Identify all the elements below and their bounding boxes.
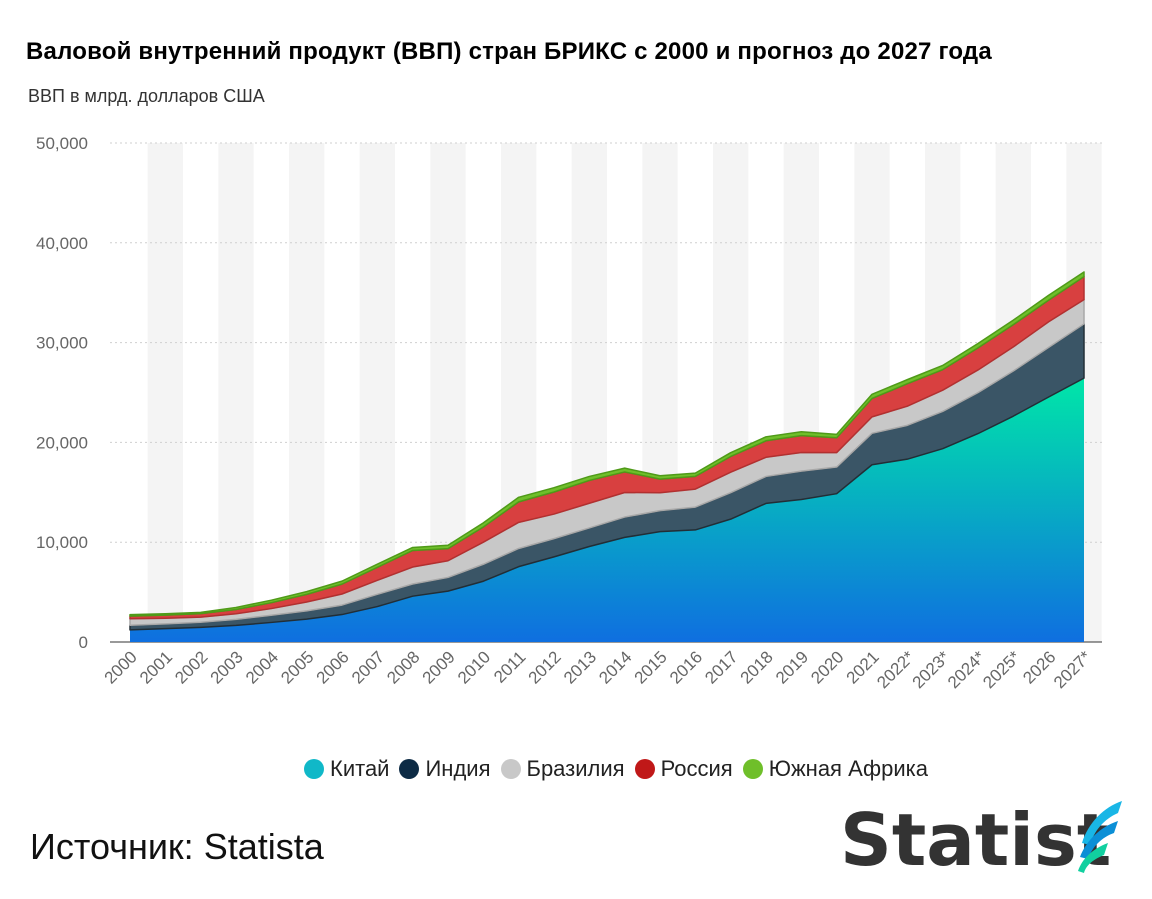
y-axis-ticks: 0 10,000 20,000 30,000 40,000 50,000	[36, 134, 88, 652]
x-tick-label: 2020	[807, 647, 847, 687]
x-tick-label: 2013	[560, 647, 600, 687]
y-tick-label: 40,000	[36, 234, 88, 253]
statista-logo: Statist	[840, 795, 1130, 882]
legend-item[interactable]: Россия	[634, 756, 733, 782]
legend-item[interactable]: Бразилия	[500, 756, 625, 782]
x-tick-label: 2017	[701, 647, 741, 687]
chart-subtitle: ВВП в млрд. долларов США	[28, 86, 265, 106]
x-tick-label: 2004	[242, 647, 282, 687]
series-areas	[129, 271, 1085, 642]
x-tick-label: 2024*	[944, 647, 989, 692]
x-tick-label: 2000	[101, 647, 141, 687]
legend-dot-icon	[399, 759, 420, 779]
y-tick-label: 0	[79, 633, 88, 652]
legend-dot-icon	[304, 759, 325, 779]
legend-label: Индия	[425, 756, 491, 781]
x-tick-label: 2003	[207, 647, 247, 687]
x-tick-label: 2008	[383, 647, 423, 687]
y-tick-label: 30,000	[36, 334, 88, 353]
x-tick-label: 2019	[772, 647, 812, 687]
x-tick-label: 2009	[419, 647, 459, 687]
legend-label: Россия	[660, 756, 733, 781]
area-south-africa	[129, 271, 1085, 617]
legend-item[interactable]: Китай	[304, 756, 389, 782]
legend-dot-icon	[634, 759, 655, 779]
x-tick-label: 2006	[313, 647, 353, 687]
stripe-band	[218, 143, 254, 642]
x-tick-label: 2011	[490, 647, 529, 686]
stacked-area-chart: 0 10,000 20,000 30,000 40,000 50,000 20002001…	[36, 134, 1102, 692]
legend-dot-icon	[500, 759, 521, 779]
x-axis-ticks: 2000200120022003200420052006200720082009…	[101, 647, 1095, 692]
legend-label: Южная Африка	[768, 756, 928, 781]
x-tick-label: 2002	[171, 647, 211, 687]
legend-item[interactable]: Южная Африка	[742, 756, 928, 782]
y-tick-label: 20,000	[36, 433, 88, 452]
x-tick-label: 2022*	[873, 647, 918, 692]
stripe-band	[289, 143, 325, 642]
stripe-band	[147, 143, 183, 642]
svg-text:Statist: Statist	[840, 798, 1111, 875]
legend-label: Китай	[330, 756, 390, 781]
x-tick-label: 2018	[737, 647, 777, 687]
x-tick-label: 2027*	[1050, 647, 1095, 692]
x-tick-label: 2023*	[909, 647, 954, 692]
y-tick-label: 50,000	[36, 134, 88, 153]
y-tick-label: 10,000	[36, 533, 88, 552]
source-note: Источник: Statista	[30, 826, 324, 867]
legend-label: Бразилия	[526, 756, 625, 781]
x-tick-label: 2001	[136, 647, 176, 687]
x-tick-label: 2012	[525, 647, 565, 687]
legend-item[interactable]: Индия	[399, 756, 491, 782]
x-tick-label: 2015	[631, 647, 671, 687]
x-tick-label: 2025*	[979, 647, 1024, 692]
chart-title: Валовой внутренний продукт (ВВП) стран Б…	[26, 38, 992, 65]
area-china	[130, 378, 1084, 642]
x-tick-label: 2014	[595, 647, 635, 687]
x-tick-label: 2010	[454, 647, 494, 687]
chart-legend: Китай Индия Бразилия Россия Южная Африка	[0, 756, 1152, 782]
legend-dot-icon	[742, 759, 763, 779]
x-tick-label: 2007	[348, 647, 388, 687]
x-tick-label: 2016	[666, 647, 706, 687]
x-tick-label: 2005	[277, 647, 317, 687]
